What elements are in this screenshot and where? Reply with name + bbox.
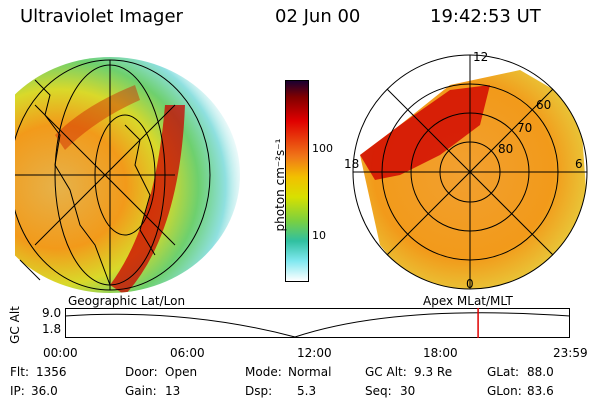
auroral-oval-band-north [55,85,140,150]
date-label: 02 Jun 00 [275,6,361,27]
auroral-oval-band [110,105,185,293]
ip-value: 36.0 [31,384,58,398]
time-tick-2: 12:00 [297,346,332,360]
mlat-label-70: 70 [517,121,532,135]
edge-tick [19,259,41,281]
gcalt-label: GC Alt: [365,365,407,379]
mlt-label-18: 18 [344,157,359,171]
mlt-label-6: 6 [575,157,583,171]
coastline-2 [124,124,156,256]
time-tick-3: 18:00 [423,346,458,360]
gain-value: 13 [165,384,181,398]
door-label: Door: [125,365,158,379]
colorbar [285,80,309,282]
orbit-ytick-bottom: 1.8 [42,322,62,336]
orbit-plot-frame [65,308,570,338]
geographic-image [15,57,240,293]
time-label: 19:42:53 UT [430,6,541,27]
app-title: Ultraviolet Imager [20,6,183,27]
gain-label: Gain: [125,384,157,398]
glon-value: 83.6 [527,384,554,398]
mode-value: Normal [288,365,332,379]
time-tick-1: 06:00 [170,346,205,360]
mlat-label-60: 60 [536,98,551,112]
apex-label: Apex MLat/MLT [423,294,513,308]
apex-polar-plot: 12 6 0 18 80 70 60 [344,50,588,291]
seq-value: 30 [400,384,416,398]
mlat-grid [352,54,588,290]
colorbar-tick-10: 10 [312,229,326,242]
mlt-label-0: 0 [466,277,474,291]
glat-value: 88.0 [527,365,554,379]
dsp-label: Dsp: [245,384,273,398]
door-value: Open [165,365,198,379]
mlat-label-80: 80 [498,142,513,156]
ip-label: IP: [10,384,25,398]
coastline [34,79,111,286]
time-tick-0: 00:00 [43,346,78,360]
flt-label: Flt: [10,365,29,379]
orbit-plot [65,308,570,338]
seq-label: Seq: [365,384,392,398]
dsp-value: 5.3 [297,384,317,398]
geographic-label: Geographic Lat/Lon [68,294,186,308]
orbit-ylabel: GC Alt [8,306,22,344]
time-tick-4: 23:59 [553,346,588,360]
glon-label: GLon: [487,384,522,398]
mode-label: Mode: [245,365,282,379]
altitude-curve [65,312,570,338]
flt-value: 1356 [36,365,67,379]
auroral-hotspot [360,85,490,180]
gcalt-value: 9.3 Re [414,365,453,379]
orbit-ytick-top: 9.0 [42,306,62,320]
colorbar-tick-100: 100 [312,142,333,155]
colorbar-unit-label: photon cm⁻²s⁻¹ [273,138,287,232]
glat-label: GLat: [487,365,520,379]
mlt-label-12: 12 [473,50,488,64]
